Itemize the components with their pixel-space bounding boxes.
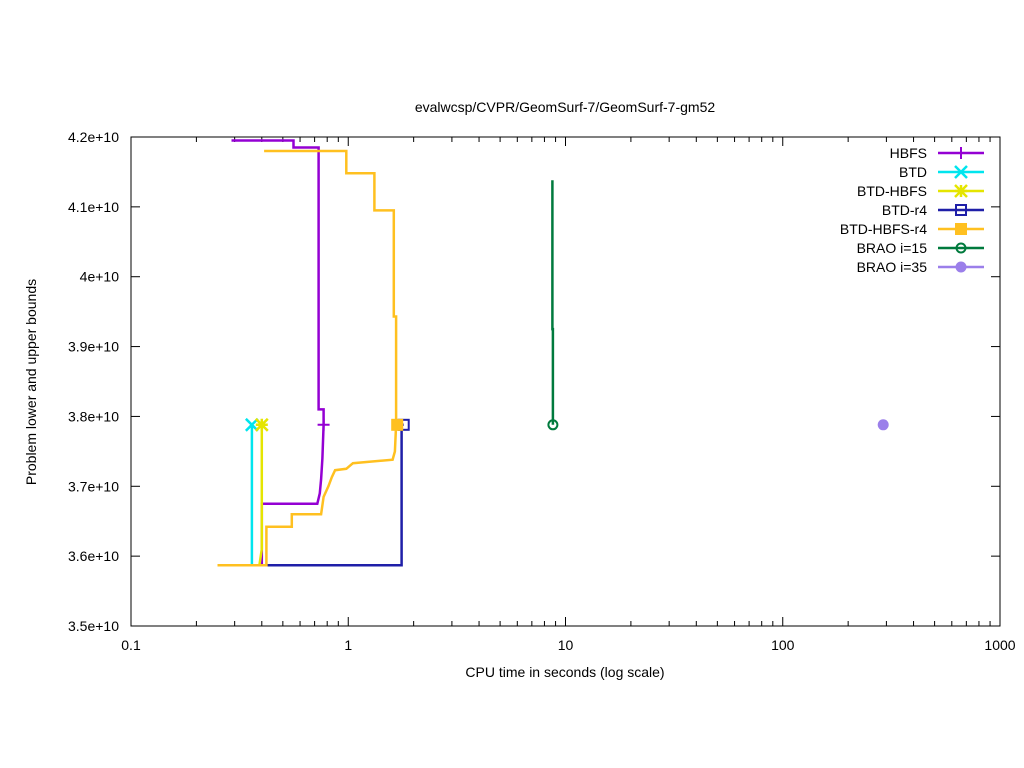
- series-final-marker: [244, 417, 259, 432]
- series-final-marker: [877, 419, 889, 431]
- x-axis-label: CPU time in seconds (log scale): [465, 664, 664, 680]
- legend-marker: [955, 261, 967, 273]
- y-tick-label: 4.2e+10: [68, 129, 119, 145]
- series-final-marker: [547, 419, 559, 431]
- legend-label: HBFS: [890, 145, 927, 161]
- legend-label: BRAO i=15: [857, 240, 928, 256]
- legend-item: BTD-HBFS: [857, 183, 984, 199]
- x-tick-label: 100: [771, 637, 795, 653]
- series-final-marker: [317, 418, 330, 431]
- x-tick-label: 1000: [984, 637, 1015, 653]
- legend-marker: [955, 204, 967, 216]
- legend-marker: [954, 165, 968, 179]
- series-final-marker: [254, 417, 269, 432]
- y-tick-label: 3.7e+10: [68, 478, 119, 494]
- legend-marker: [955, 147, 967, 159]
- legend: HBFS BTD BTD-HBFS BTD-r4 BTD-HBFS-r4 BRAO i=1…: [840, 145, 984, 275]
- series-upper-bound-line: [264, 149, 398, 425]
- series-final-marker: [391, 418, 404, 431]
- y-tick-label: 4.1e+10: [68, 199, 119, 215]
- legend-label: BTD-r4: [882, 202, 927, 218]
- series-btd: [244, 417, 259, 566]
- series-btd-hbfs-r4: [217, 149, 404, 567]
- chart-title: evalwcsp/CVPR/GeomSurf-7/GeomSurf-7-gm52: [415, 99, 716, 115]
- y-axis-label: Problem lower and upper bounds: [23, 279, 39, 485]
- legend-marker: [955, 242, 967, 254]
- legend-label: BTD-HBFS: [857, 183, 927, 199]
- y-tick-label: 3.8e+10: [68, 408, 119, 424]
- x-tick-label: 1: [344, 637, 352, 653]
- x-tick-label: 10: [558, 637, 574, 653]
- plot-frame: [130, 136, 1001, 627]
- series-brao-i-15: [547, 180, 559, 431]
- legend-item: BRAO i=15: [857, 240, 984, 256]
- series-upper-bound-line: [551, 180, 555, 425]
- legend-item: BTD-HBFS-r4: [840, 221, 984, 237]
- legend-item: BRAO i=35: [857, 259, 984, 275]
- series-btd-hbfs: [254, 417, 269, 566]
- legend-item: BTD: [899, 164, 984, 180]
- legend-marker: [954, 184, 968, 198]
- x-tick-label: 0.1: [121, 637, 141, 653]
- legend-label: BRAO i=35: [857, 259, 928, 275]
- legend-label: BTD-HBFS-r4: [840, 221, 927, 237]
- legend-marker: [955, 223, 967, 235]
- series-layer: [217, 139, 889, 567]
- axis-ticks: 0.1 1 10 100 1000 3.5e+10 3.6e+10 3.7e+10 3.8e+1…: [68, 129, 1016, 653]
- series-lower-bound-line: [258, 424, 264, 566]
- legend-label: BTD: [899, 164, 927, 180]
- y-tick-label: 3.6e+10: [68, 548, 119, 564]
- y-tick-label: 3.5e+10: [68, 618, 119, 634]
- series-upper-bound-line: [231, 139, 325, 425]
- y-tick-label: 3.9e+10: [68, 339, 119, 355]
- series-lower-bound-line: [217, 424, 398, 567]
- series-brao-i-35: [877, 419, 889, 431]
- legend-item: BTD-r4: [882, 202, 984, 218]
- legend-item: HBFS: [890, 145, 984, 161]
- y-tick-label: 4e+10: [80, 269, 120, 285]
